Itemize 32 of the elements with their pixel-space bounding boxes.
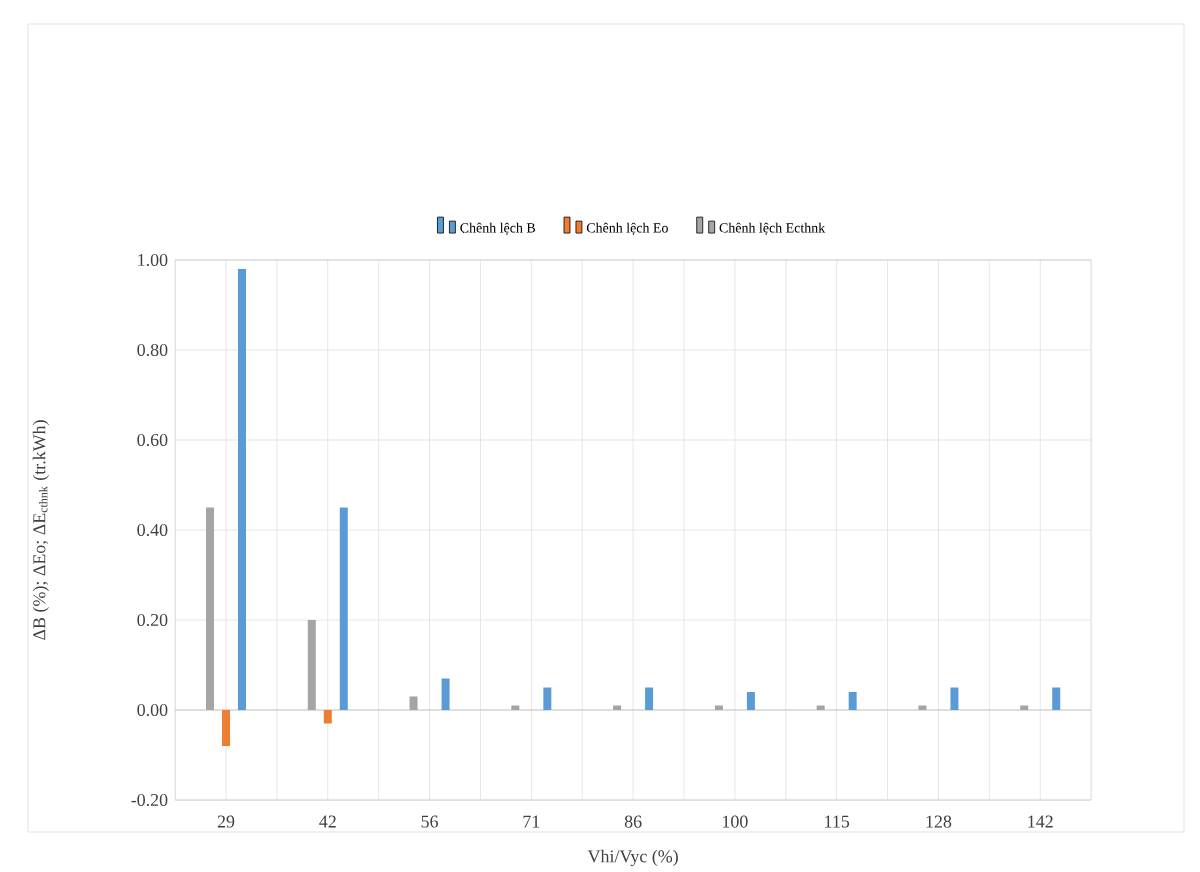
x-tick-label: 71 — [523, 815, 540, 828]
bar — [409, 696, 418, 710]
bar — [848, 691, 857, 710]
x-tick-label: 42 — [319, 815, 336, 828]
y-tick-label: -0.20 — [131, 793, 168, 806]
bar — [543, 687, 552, 710]
y-axis-title: ΔB (%); ΔEo; ΔE$_{cthnk}$ (tr.kWh) — [32, 419, 49, 640]
bar — [222, 709, 230, 746]
bar — [307, 619, 316, 710]
x-tick-label: 115 — [825, 815, 850, 828]
y-tick-label: 1.00 — [138, 253, 168, 266]
y-tick-label: 0.20 — [137, 613, 168, 626]
x-tick-label: 128 — [926, 815, 952, 828]
bar — [441, 678, 450, 710]
bar — [950, 687, 959, 710]
x-axis-title: Vhi/Vyc (%) — [587, 849, 678, 866]
bar — [206, 507, 214, 710]
x-tick-label: 142 — [1028, 815, 1053, 828]
bar — [746, 691, 755, 710]
x-tick-label: 100 — [723, 815, 748, 828]
x-tick-label: 56 — [421, 815, 438, 828]
x-tick-label: 86 — [624, 815, 642, 828]
y-tick-label: 0.80 — [137, 343, 168, 356]
x-tick-label: 29 — [217, 815, 235, 828]
bar — [323, 709, 332, 724]
bar — [339, 507, 348, 710]
bar — [645, 687, 654, 710]
bar — [1052, 687, 1061, 710]
bar — [238, 268, 246, 710]
y-tick-label: 0.60 — [137, 433, 168, 446]
y-tick-label: 0.00 — [137, 703, 168, 716]
y-tick-label: 0.40 — [137, 523, 168, 536]
